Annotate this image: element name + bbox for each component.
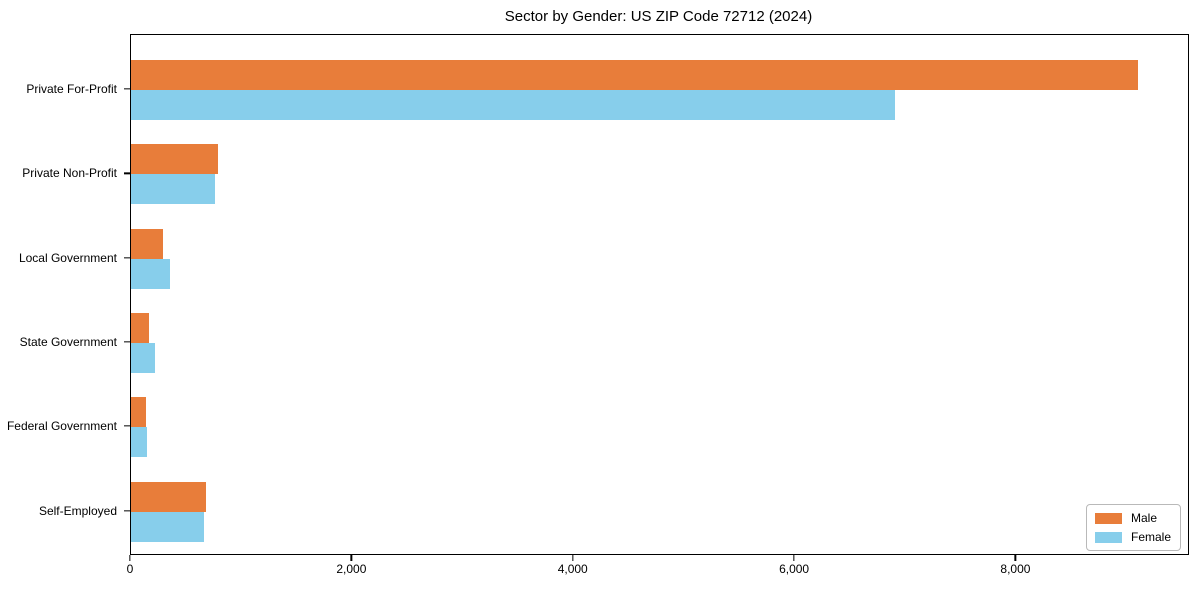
y-tick-label-2: Local Government [18,250,117,265]
y-tick-mark-5 [124,509,130,512]
bar-female-0 [131,90,895,120]
bar-male-5 [131,481,207,512]
y-tick-label-3: State Government [19,334,117,349]
x-tick-label-4: 8,000 [1000,562,1031,576]
y-tick-label-1: Private Non-Profit [22,166,117,181]
x-tick-mark-1 [350,555,353,561]
legend-item-female: Female [1094,530,1171,544]
plot-area: Male Female [130,34,1189,555]
bar-male-4 [131,397,147,428]
bar-male-3 [131,312,149,343]
x-tick-label-3: 6,000 [779,562,810,576]
legend-label-male: Male [1130,511,1157,525]
y-tick-mark-0 [124,88,130,90]
male-color-swatch [1094,512,1122,524]
legend-label-female: Female [1130,530,1171,544]
y-tick-label-4: Federal Government [6,419,117,434]
legend: Male Female [1085,504,1181,551]
bar-male-1 [131,144,219,175]
bar-female-4 [131,427,148,458]
x-tick-mark-0 [129,555,131,561]
y-tick-mark-4 [124,425,130,427]
legend-item-male: Male [1094,511,1171,525]
chart-title: Sector by Gender: US ZIP Code 72712 (202… [504,8,813,25]
y-tick-label-5: Self-Employed [38,503,117,518]
bar-female-5 [131,511,205,542]
bar-male-0 [131,60,1139,90]
bar-female-1 [131,174,216,205]
bar-female-2 [131,258,170,289]
x-tick-label-2: 4,000 [557,562,588,576]
y-tick-mark-3 [124,341,130,343]
x-tick-mark-2 [572,555,574,561]
x-tick-label-1: 2,000 [336,562,367,576]
x-tick-label-0: 0 [126,562,134,576]
y-tick-mark-1 [124,172,130,174]
y-tick-mark-2 [124,256,130,259]
x-tick-mark-3 [793,555,795,561]
female-color-swatch [1094,531,1122,543]
y-tick-label-0: Private For-Profit [26,82,117,96]
bar-male-2 [131,228,164,259]
bar-female-3 [131,342,156,373]
x-tick-mark-4 [1014,555,1017,561]
